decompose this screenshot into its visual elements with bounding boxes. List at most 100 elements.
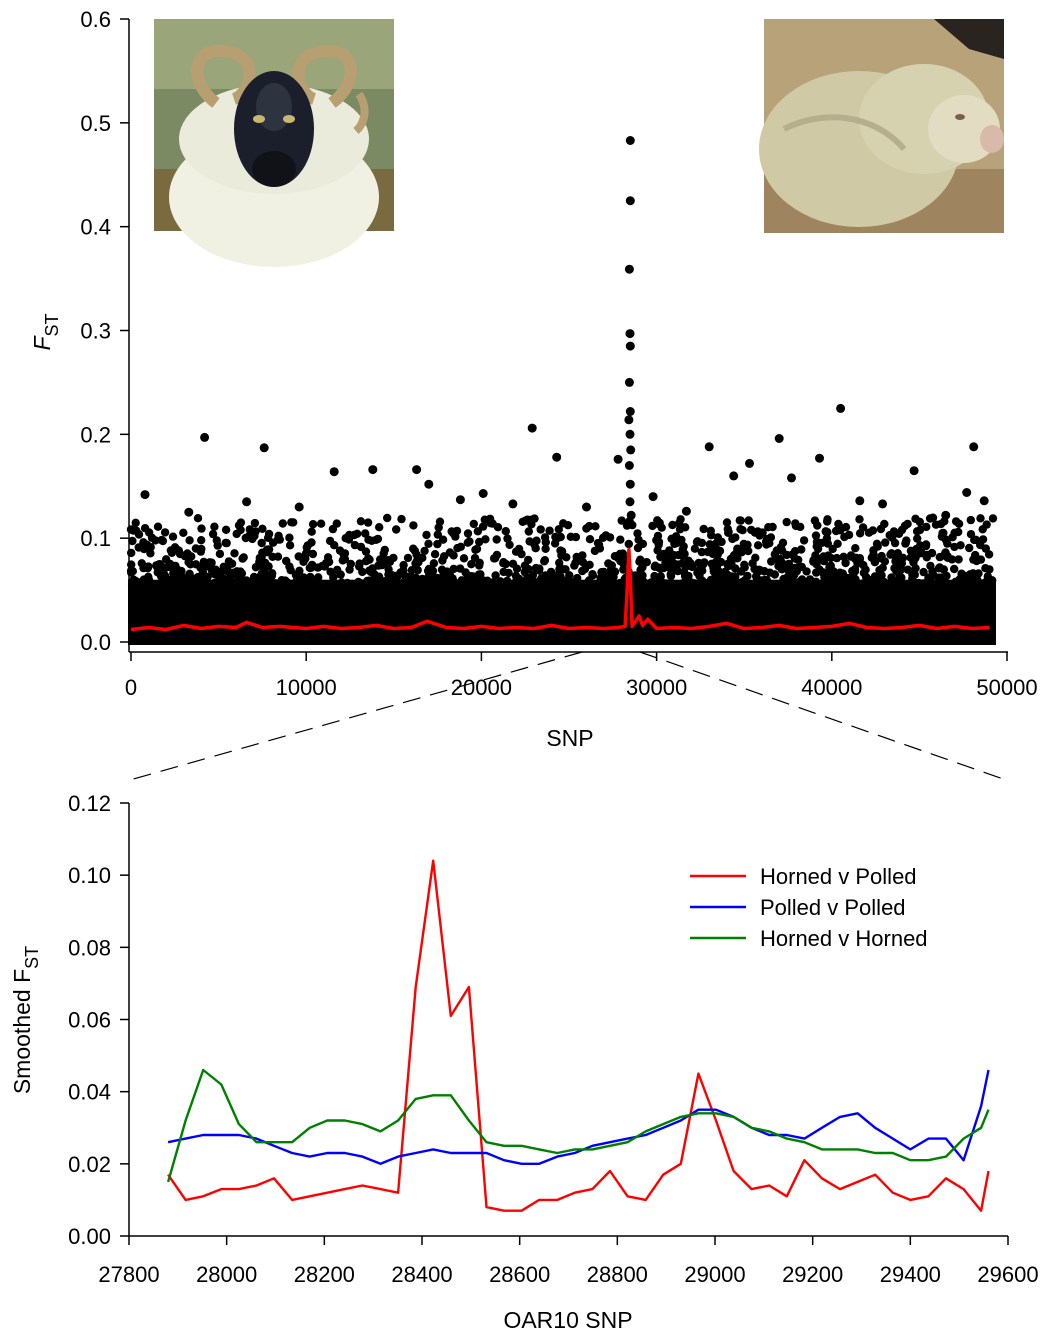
scatter-point (653, 516, 662, 525)
scatter-point (391, 571, 401, 581)
scatter-point (634, 535, 643, 544)
scatter-point (758, 528, 767, 537)
scatter-point (681, 523, 690, 532)
scatter-point (950, 528, 959, 537)
scatter-point (531, 544, 540, 553)
scatter-point (355, 559, 364, 568)
y-tick-label: 0.4 (80, 215, 111, 240)
y-tick-label: 0.0 (80, 630, 111, 655)
bottom-panel: 27800 28000 28200 28400 28600 28800 29000 29200… (9, 791, 1039, 1332)
scatter-point (654, 563, 664, 572)
scatter-point (514, 580, 523, 590)
scatter-point (625, 341, 635, 351)
scatter-point (434, 523, 443, 532)
scatter-point (872, 539, 882, 548)
scatter-point (962, 488, 972, 497)
scatter-point (743, 571, 752, 581)
scatter-point (253, 577, 263, 587)
scatter-point (197, 536, 206, 545)
scatter-point (624, 539, 633, 549)
y-tick-label: 0.08 (68, 935, 111, 960)
scatter-point (736, 516, 745, 525)
scatter-point (262, 577, 271, 586)
scatter-point (277, 576, 286, 585)
scatter-point (302, 543, 311, 552)
scatter-point (650, 571, 659, 581)
scatter-point (573, 578, 582, 587)
x-tick-label: 28000 (196, 1262, 257, 1287)
x-tick-label: 28200 (294, 1262, 355, 1287)
scatter-point (450, 577, 459, 587)
x-tick-label: 28600 (489, 1262, 550, 1287)
scatter-point (724, 527, 733, 537)
scatter-point (540, 556, 550, 565)
scatter-point (625, 329, 635, 339)
scatter-point (806, 578, 815, 588)
scatter-point (708, 579, 717, 588)
scatter-point (903, 519, 912, 529)
scatter-point (566, 532, 575, 541)
scatter-point (210, 522, 219, 531)
scatter-point (572, 552, 581, 562)
scatter-point (238, 554, 247, 563)
axes (120, 18, 1008, 661)
scatter-point (810, 516, 820, 525)
scatter-point (499, 567, 508, 577)
scatter-point (761, 580, 770, 589)
scatter-point (541, 544, 550, 553)
x-tick-label: 40000 (801, 675, 862, 700)
scatter-point (898, 553, 908, 562)
scatter-point (680, 549, 689, 559)
scatter-point (196, 547, 205, 556)
scatter-point (221, 538, 230, 548)
scatter-point (875, 565, 884, 575)
scatter-point (988, 576, 997, 585)
scatter-point (472, 580, 481, 589)
scatter-point (160, 528, 170, 537)
x-tick-label: 28400 (391, 1262, 452, 1287)
scatter-point (626, 510, 636, 520)
scatter-point (143, 564, 152, 573)
scatter-point (420, 546, 429, 556)
scatter-point (227, 559, 237, 568)
scatter-point (438, 535, 448, 544)
scatter-point (674, 519, 684, 528)
scatter-point (858, 579, 868, 588)
scatter-point (501, 527, 510, 536)
scatter-point (774, 434, 784, 443)
scatter-point (424, 479, 434, 489)
scatter-point (733, 554, 742, 563)
scatter-point (705, 540, 714, 549)
scatter-point (840, 532, 849, 542)
scatter-point (340, 554, 350, 564)
scatter-point (881, 538, 890, 547)
scatter-point (161, 563, 171, 572)
scatter-point (302, 579, 311, 588)
scatter-point (913, 534, 922, 543)
x-tick-label: 0 (125, 675, 137, 700)
scatter-point (787, 473, 796, 483)
scatter-point (485, 514, 495, 523)
scatter-point (670, 539, 679, 549)
scatter-point (694, 558, 703, 568)
scatter-point (219, 580, 228, 590)
scatter-point (837, 524, 846, 533)
scatter-point (409, 521, 418, 530)
scatter-point (144, 572, 153, 581)
scatter-point (353, 529, 362, 538)
scatter-point (749, 580, 758, 589)
scatter-point (867, 553, 876, 562)
scatter-point (855, 496, 865, 506)
scatter-point (616, 535, 625, 544)
scatter-point (257, 569, 266, 578)
axes (120, 802, 1009, 1245)
scatter-point (947, 580, 956, 589)
x-tick-labels: 27800 28000 28200 28400 28600 28800 29000 29200… (98, 1262, 1038, 1287)
y-tick-label: 0.04 (68, 1080, 111, 1105)
scatter-point (684, 556, 693, 565)
scatter-point (846, 552, 856, 561)
scatter-point (950, 564, 959, 574)
scatter-point (726, 554, 736, 564)
scatter-point (770, 570, 779, 579)
scatter-point (688, 562, 697, 572)
